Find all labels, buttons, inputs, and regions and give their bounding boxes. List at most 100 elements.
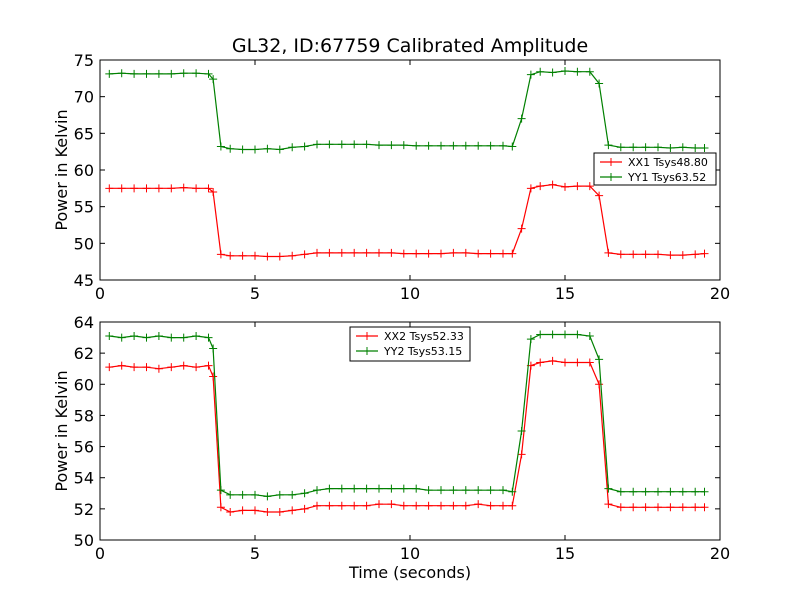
data-point — [604, 248, 613, 257]
data-point — [117, 69, 126, 78]
data-point — [691, 144, 700, 152]
data-point — [313, 501, 321, 510]
data-point — [508, 501, 517, 510]
data-point — [130, 184, 139, 193]
data-point — [275, 490, 284, 499]
y-tick-label: 70 — [74, 88, 94, 107]
data-point — [573, 330, 582, 339]
data-point — [179, 333, 188, 342]
data-point — [499, 486, 507, 495]
series-line — [109, 360, 705, 513]
data-point — [629, 143, 638, 152]
data-point — [399, 141, 408, 150]
y-tick-label: 54 — [74, 469, 94, 488]
data-point — [561, 330, 569, 339]
data-point — [629, 503, 638, 512]
data-point — [536, 182, 545, 191]
data-point — [226, 144, 235, 153]
data-point — [238, 251, 247, 260]
data-point — [288, 490, 297, 499]
y-tick-label: 55 — [74, 198, 94, 217]
legend-label: YY1 Tsys63.52 — [627, 171, 706, 184]
data-point — [517, 114, 526, 123]
data-point — [387, 500, 396, 509]
x-tick-label: 5 — [250, 284, 260, 303]
data-point — [424, 486, 433, 495]
data-point — [216, 250, 225, 259]
legend-marker — [363, 332, 371, 340]
data-point — [130, 363, 139, 372]
data-point — [325, 501, 334, 510]
data-point — [325, 140, 334, 149]
data-point — [288, 143, 297, 152]
data-point — [691, 250, 700, 259]
y-tick-label: 62 — [74, 344, 94, 363]
data-point — [449, 501, 458, 510]
data-point — [412, 249, 421, 258]
data-point — [154, 184, 163, 193]
data-point — [313, 248, 321, 257]
data-point — [154, 332, 163, 341]
data-point — [275, 145, 284, 154]
data-point — [251, 490, 259, 499]
data-point — [499, 501, 507, 510]
data-point — [179, 183, 188, 192]
data-point — [216, 142, 225, 151]
data-point — [300, 504, 309, 513]
data-point — [337, 248, 346, 257]
data-point — [275, 507, 284, 516]
x-tick-label: 0 — [95, 284, 105, 303]
data-point — [362, 248, 371, 257]
y-tick-label: 58 — [74, 406, 94, 425]
data-point — [517, 427, 526, 435]
data-point — [216, 503, 225, 512]
y-tick-label: 60 — [74, 161, 94, 180]
data-point — [192, 363, 201, 372]
data-point — [251, 251, 259, 260]
data-point — [142, 333, 151, 342]
data-point — [548, 180, 557, 189]
data-point — [251, 506, 259, 515]
bottom-plot: 0 5 10 15 20 50 52 54 56 58 60 62 64 Power in Kelvin T… — [52, 313, 730, 582]
y-tick-label: 50 — [74, 531, 94, 550]
data-point — [548, 68, 557, 77]
data-point — [641, 487, 650, 496]
data-point — [179, 361, 188, 370]
data-point — [666, 144, 675, 152]
data-point — [204, 184, 213, 193]
data-point — [226, 490, 235, 499]
x-tick-label: 15 — [555, 284, 575, 303]
data-point — [313, 486, 321, 495]
data-point — [526, 70, 535, 79]
data-point — [209, 75, 218, 84]
data-point — [387, 248, 396, 257]
data-point — [536, 358, 545, 367]
data-point — [350, 248, 359, 257]
data-point — [300, 489, 309, 498]
data-point — [604, 484, 613, 493]
data-point — [517, 224, 526, 233]
data-point — [238, 145, 247, 154]
data-point — [666, 251, 675, 260]
data-point — [251, 145, 259, 154]
x-tick-label: 10 — [400, 284, 420, 303]
data-point — [499, 249, 507, 258]
data-point — [654, 250, 662, 259]
data-point — [508, 487, 517, 496]
data-point — [204, 361, 213, 370]
chart-title: GL32, ID:67759 Calibrated Amplitude — [232, 35, 588, 57]
data-point — [167, 69, 176, 78]
y-axis-label: Power in Kelvin — [52, 370, 71, 491]
data-point — [536, 67, 545, 76]
data-point — [573, 358, 582, 367]
x-tick-label: 15 — [555, 544, 575, 563]
data-point — [325, 484, 334, 493]
data-point — [325, 248, 334, 257]
data-point — [595, 380, 604, 389]
data-point — [300, 142, 309, 151]
data-point — [263, 252, 272, 261]
data-point — [604, 141, 613, 150]
data-point — [300, 250, 309, 259]
data-point — [288, 251, 297, 260]
